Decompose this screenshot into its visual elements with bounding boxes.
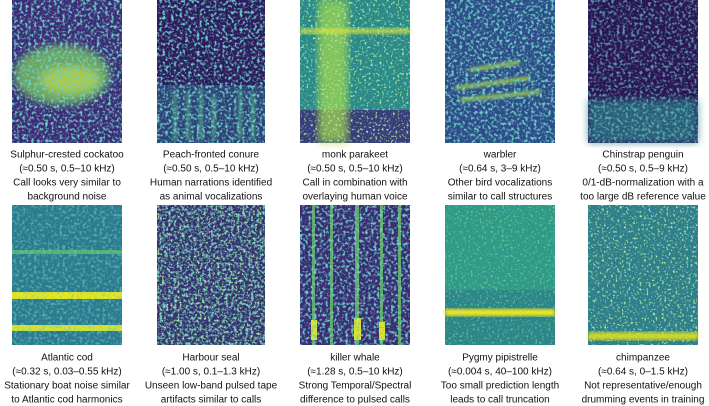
spectrogram xyxy=(12,205,122,345)
spectrogram xyxy=(445,205,555,345)
caption-line: Human narrations identified xyxy=(150,178,272,189)
caption-line: Peach-fronted conure xyxy=(163,150,260,161)
spectrogram xyxy=(300,0,410,143)
caption-line: artifacts similar to calls xyxy=(161,395,262,406)
spectrogram xyxy=(157,205,265,345)
caption-line: (≈0.50 s, 0.5–10 kHz) xyxy=(307,164,403,175)
spectrogram xyxy=(445,0,555,143)
spectrogram xyxy=(157,0,265,143)
caption-line: Other bird vocalizations xyxy=(448,178,553,189)
caption-line: as animal vocalizations xyxy=(160,192,263,203)
caption-line: difference to pulsed calls xyxy=(300,395,410,406)
caption-line: Unseen low-band pulsed tape xyxy=(145,381,278,392)
caption-line: Chinstrap penguin xyxy=(602,150,683,161)
caption-line: (≈1.28 s, 0.5–10 kHz) xyxy=(307,367,403,378)
caption-line: Not representative/enough xyxy=(584,381,702,392)
spectrogram xyxy=(300,205,410,345)
spectrogram xyxy=(12,0,122,143)
caption-line: Stationary boat noise similar xyxy=(4,381,130,392)
caption-line: (≈0.64 s, 3–9 kHz) xyxy=(459,164,541,175)
caption-line: similar to call structures xyxy=(448,192,552,203)
caption-line: (≈0.50 s, 0.5–10 kHz) xyxy=(163,164,259,175)
caption-line: leads to call truncation xyxy=(450,395,550,406)
caption-line: Too small prediction length xyxy=(441,381,559,392)
caption-line: (≈0.64 s, 0–1.5 kHz) xyxy=(598,367,688,378)
caption-line: drumming events in training xyxy=(582,395,705,406)
caption-line: Call looks very similar to xyxy=(13,178,121,189)
caption-line: 0/1-dB-normalization with a xyxy=(582,178,704,189)
caption-line: (≈0.32 s, 0.03–0.55 kHz) xyxy=(12,367,121,378)
caption-line: Sulphur-crested cockatoo xyxy=(10,150,124,161)
caption-line: chimpanzee xyxy=(616,353,670,364)
spectrogram xyxy=(588,0,698,143)
caption-line: Strong Temporal/Spectral xyxy=(299,381,412,392)
caption-line: overlaying human voice xyxy=(302,192,407,203)
caption-line: Atlantic cod xyxy=(41,353,93,364)
caption-line: too large dB reference value xyxy=(580,192,706,203)
caption-line: killer whale xyxy=(330,353,380,364)
caption-line: (≈0.50 s, 0.5–10 kHz) xyxy=(19,164,115,175)
caption-line: warbler xyxy=(483,150,517,161)
caption-line: (≈0.50 s, 0.5–9 kHz) xyxy=(598,164,688,175)
caption-line: Pygmy pipistrelle xyxy=(462,353,538,364)
caption-line: (≈0.004 s, 40–100 kHz) xyxy=(448,367,552,378)
caption-line: monk parakeet xyxy=(322,150,388,161)
caption-line: Call in combination with xyxy=(302,178,407,189)
caption-line: (≈1.00 s, 0.1–1.3 kHz) xyxy=(162,367,260,378)
spectrogram xyxy=(588,205,698,345)
caption-line: background noise xyxy=(28,192,107,203)
caption-line: to Atlantic cod harmonics xyxy=(11,395,122,406)
caption-line: Harbour seal xyxy=(182,353,239,364)
